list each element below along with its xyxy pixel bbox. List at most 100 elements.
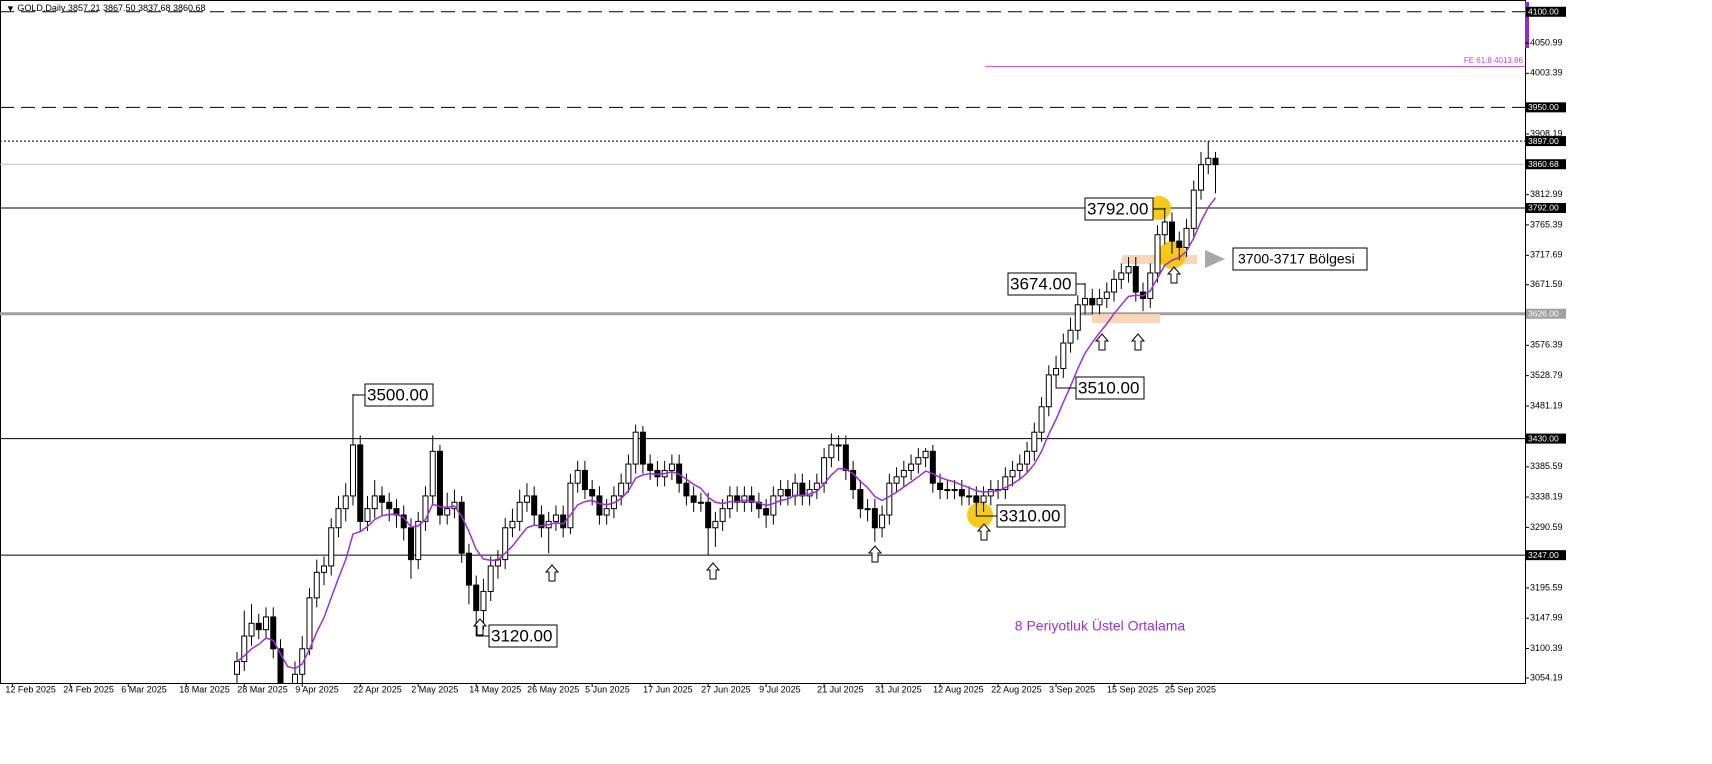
candle-body [516, 501, 523, 522]
annotation-box [1075, 376, 1145, 400]
candle-body [1009, 469, 1016, 478]
candle-body [1060, 342, 1067, 370]
level-label-box [1526, 6, 1566, 17]
ema-line [236, 197, 1217, 670]
x-tick-label: 18 Mar 2025 [179, 684, 230, 694]
candle-body [1082, 297, 1089, 306]
candle-body [320, 565, 327, 573]
up-arrow [976, 523, 992, 541]
y-tick-label: 3481.19 [1530, 400, 1563, 410]
candle-body [1176, 240, 1183, 248]
x-tick-label: 17 Jun 2025 [643, 684, 693, 694]
y-tick-label: 3812.99 [1530, 189, 1563, 199]
candle-body [473, 584, 480, 612]
level-label: 3626.00 [1528, 308, 1559, 318]
candle-body [1118, 272, 1125, 280]
y-tick-label: 3338.19 [1530, 491, 1563, 501]
y-tick-label: 3528.79 [1530, 370, 1563, 380]
candles [234, 141, 1219, 683]
up-arrow [544, 564, 560, 582]
annotation-box [1007, 272, 1077, 296]
up-arrow [867, 545, 883, 563]
candle-body [502, 527, 509, 561]
overlay: 3500.00 3120.00 3310.00 3510.00 3674.00 3792.… [352, 197, 1166, 648]
candle-body [705, 501, 712, 529]
candle-body [386, 501, 393, 510]
candle-body [458, 501, 465, 554]
candle-body [842, 444, 849, 471]
candle-body [821, 457, 828, 484]
candle-body [1183, 227, 1190, 248]
candle-body [328, 527, 335, 567]
candle-body [864, 508, 871, 511]
candle-body [1031, 431, 1038, 452]
candle-body [973, 495, 980, 503]
candle-body [1147, 272, 1154, 299]
candle-body [371, 495, 378, 510]
x-tick-label: 2 May 2025 [411, 684, 458, 694]
candle-body [263, 616, 270, 631]
candle-body [1067, 329, 1074, 344]
candle-body [422, 495, 429, 522]
x-tick-label: 5 Jun 2025 [585, 684, 630, 694]
candle-body [378, 495, 385, 503]
candle-body [966, 495, 973, 498]
chart-title: ▼ GOLD,Daily 3857.21 3867.50 3837.68 386… [6, 3, 206, 13]
y-tick-label: 3054.19 [1530, 672, 1563, 682]
annotation-label: 3792.00 [1087, 199, 1148, 218]
candle-body [1074, 304, 1081, 331]
annotation-connector [1076, 283, 1086, 285]
candle-body [1045, 374, 1052, 408]
level-label: 3950.00 [1528, 102, 1559, 112]
annotation-connector [352, 393, 365, 396]
candle-body [306, 597, 313, 650]
x-tick-label: 27 Jun 2025 [701, 684, 751, 694]
candle-body [1198, 164, 1205, 191]
x-tick-label: 9 Apr 2025 [295, 684, 339, 694]
candle-body [1169, 221, 1176, 242]
candle-body [697, 501, 704, 504]
y-tick-label: 3195.59 [1530, 582, 1563, 592]
x-tick-label: 31 Jul 2025 [875, 684, 922, 694]
y-tick-label: 3385.59 [1530, 461, 1563, 471]
annotation-label: 3310.00 [999, 506, 1060, 525]
scroll-marker [1525, 2, 1529, 48]
annotation-label: 3120.00 [491, 626, 552, 645]
candle-body [683, 482, 690, 497]
x-tick-label: 22 Apr 2025 [353, 684, 402, 694]
candle-body [915, 457, 922, 465]
candle-body [639, 431, 646, 465]
annotation-box [488, 624, 558, 648]
fib-label: FE 61.8 4013.86 [1464, 56, 1524, 65]
candle-body [922, 450, 929, 459]
pointer-triangle [1205, 250, 1225, 268]
candle-body [908, 463, 915, 471]
candle-body [487, 565, 494, 592]
candle-body [980, 495, 987, 503]
y-tick-label: 3671.59 [1530, 279, 1563, 289]
candle-body [958, 489, 965, 497]
candle-body [784, 489, 791, 497]
x-tick-label: 22 Aug 2025 [991, 684, 1042, 694]
zone-label: 3700-3717 Bölgesi [1238, 251, 1355, 267]
level-label: 3897.00 [1528, 136, 1559, 146]
candle-body [270, 616, 277, 650]
candle-body [668, 463, 675, 471]
candle-body [241, 635, 248, 663]
y-tick-label: 3908.19 [1530, 128, 1563, 138]
candle-body [1016, 463, 1023, 471]
candle-body [879, 514, 886, 529]
level-label: 4100.00 [1528, 7, 1559, 17]
candle-body [886, 482, 893, 516]
candle-body [531, 495, 538, 516]
highlight-circle [967, 502, 993, 528]
level-label-box [1526, 202, 1566, 213]
candle-body [893, 476, 900, 484]
candle-body [763, 508, 770, 516]
candle-body [1053, 368, 1060, 376]
annotation-connector [975, 515, 997, 517]
candle-body [1096, 297, 1103, 306]
candle-body [618, 482, 625, 497]
candle-body [603, 508, 610, 516]
